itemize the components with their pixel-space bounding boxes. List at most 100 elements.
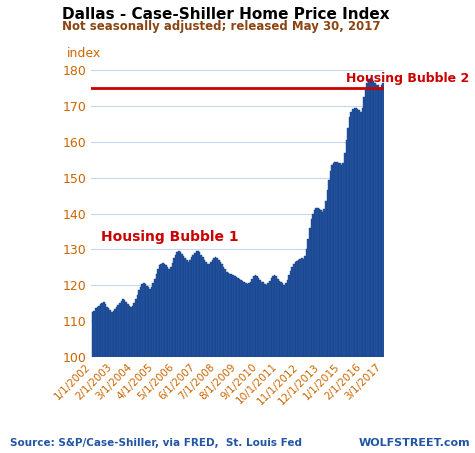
Bar xyxy=(194,253,196,357)
Bar xyxy=(307,239,309,357)
Bar xyxy=(127,304,129,357)
Bar xyxy=(371,79,373,357)
Bar xyxy=(370,78,371,357)
Bar xyxy=(326,190,328,357)
Bar xyxy=(277,279,279,357)
Bar xyxy=(223,267,224,357)
Bar xyxy=(122,299,124,357)
Bar xyxy=(165,265,167,357)
Bar xyxy=(299,260,301,357)
Text: Not seasonally adjusted; released May 30, 2017: Not seasonally adjusted; released May 30… xyxy=(62,20,380,34)
Bar xyxy=(135,299,136,357)
Bar xyxy=(290,271,291,357)
Bar xyxy=(366,83,368,357)
Bar xyxy=(117,305,119,357)
Bar xyxy=(379,87,381,357)
Bar xyxy=(267,283,269,357)
Bar xyxy=(236,277,237,357)
Bar xyxy=(101,303,103,357)
Bar xyxy=(144,284,146,357)
Bar xyxy=(244,281,245,357)
Text: Housing Bubble 1: Housing Bubble 1 xyxy=(101,230,238,244)
Bar xyxy=(209,264,210,357)
Bar xyxy=(191,257,192,357)
Bar xyxy=(363,97,365,357)
Text: index: index xyxy=(66,47,101,60)
Bar xyxy=(151,287,152,357)
Text: Dallas - Case-Shiller Home Price Index: Dallas - Case-Shiller Home Price Index xyxy=(62,7,390,22)
Bar xyxy=(269,281,271,357)
Bar xyxy=(341,165,342,357)
Bar xyxy=(339,164,341,357)
Bar xyxy=(202,257,204,357)
Bar xyxy=(239,279,240,357)
Bar xyxy=(164,264,165,357)
Bar xyxy=(149,289,151,357)
Bar xyxy=(256,276,258,357)
Bar xyxy=(104,304,106,357)
Bar xyxy=(213,258,215,357)
Bar xyxy=(266,285,267,357)
Bar xyxy=(218,260,219,357)
Bar xyxy=(374,83,376,357)
Bar xyxy=(317,208,319,357)
Bar xyxy=(130,307,132,357)
Bar xyxy=(167,267,169,357)
Bar xyxy=(276,276,277,357)
Bar xyxy=(96,307,98,357)
Bar xyxy=(284,285,285,357)
Bar xyxy=(100,304,101,357)
Bar xyxy=(248,283,250,357)
Bar xyxy=(199,252,200,357)
Bar xyxy=(111,312,113,357)
Bar xyxy=(347,128,349,357)
Bar xyxy=(219,262,221,357)
Bar xyxy=(140,287,142,357)
Bar xyxy=(354,108,355,357)
Bar xyxy=(286,280,288,357)
Bar xyxy=(157,269,159,357)
Text: WOLFSTREET.com: WOLFSTREET.com xyxy=(359,439,470,448)
Bar xyxy=(161,264,162,357)
Bar xyxy=(352,109,354,357)
Bar xyxy=(342,163,344,357)
Bar xyxy=(226,271,228,357)
Bar xyxy=(314,210,315,357)
Bar xyxy=(221,265,223,357)
Bar xyxy=(138,290,140,357)
Bar xyxy=(103,302,104,357)
Bar xyxy=(382,83,384,357)
Bar xyxy=(303,260,304,357)
Bar xyxy=(210,262,211,357)
Bar xyxy=(259,280,261,357)
Bar xyxy=(357,109,359,357)
Bar xyxy=(124,300,125,357)
Bar xyxy=(186,260,188,357)
Bar xyxy=(204,260,205,357)
Bar xyxy=(320,210,322,357)
Bar xyxy=(229,274,231,357)
Bar xyxy=(328,179,330,357)
Bar xyxy=(306,249,307,357)
Bar xyxy=(373,81,374,357)
Bar xyxy=(162,263,164,357)
Bar xyxy=(242,281,244,357)
Bar xyxy=(301,258,303,357)
Bar xyxy=(234,276,236,357)
Bar xyxy=(291,266,293,357)
Bar xyxy=(333,163,334,357)
Bar xyxy=(336,162,338,357)
Bar xyxy=(207,265,209,357)
Bar xyxy=(245,283,247,357)
Bar xyxy=(344,153,346,357)
Bar xyxy=(338,163,339,357)
Bar xyxy=(264,284,266,357)
Bar xyxy=(355,108,357,357)
Bar xyxy=(197,251,199,357)
Bar xyxy=(108,308,109,357)
Bar xyxy=(361,108,363,357)
Bar xyxy=(349,117,351,357)
Bar xyxy=(215,257,216,357)
Bar xyxy=(171,263,173,357)
Bar xyxy=(261,281,263,357)
